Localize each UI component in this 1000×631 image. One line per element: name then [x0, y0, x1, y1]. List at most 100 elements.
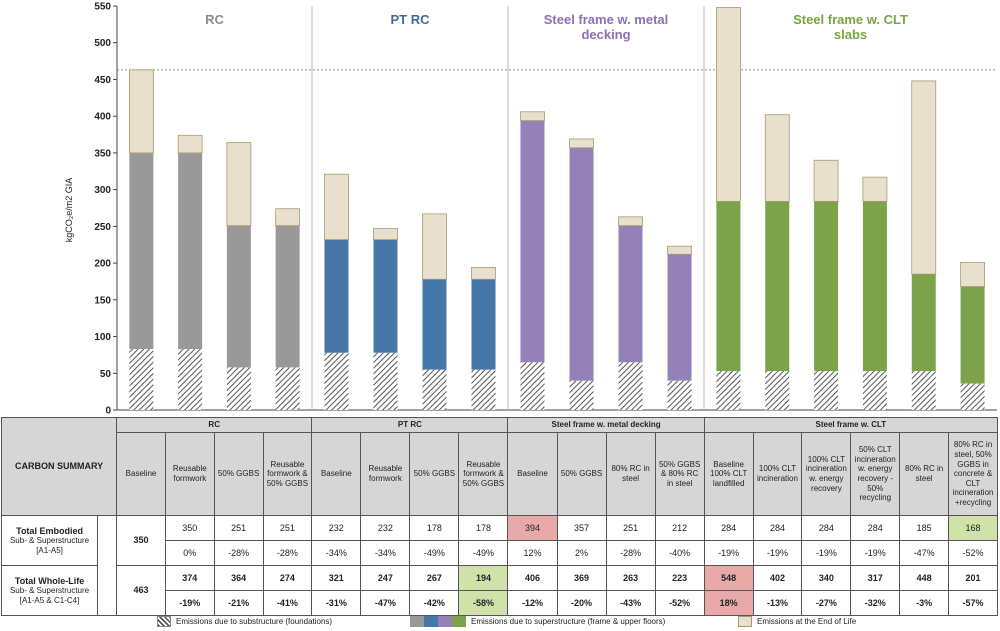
value-cell: 340 [801, 565, 852, 591]
row-title: Total Whole-Life [14, 575, 85, 586]
bar-substructure [275, 367, 300, 410]
bar-superstructure [814, 201, 839, 372]
table-column-header: Reusable formwork [360, 432, 411, 516]
group-title: Steel frame w. metal [544, 12, 669, 27]
percent-cell: -19% [752, 540, 803, 566]
swatch-clt [452, 616, 466, 627]
value-cell: 232 [311, 515, 362, 541]
percent-cell: -52% [948, 540, 998, 566]
table-column-header: Baseline 100% CLT landfilled [703, 432, 754, 516]
legend-item-substructure: Emissions due to substructure (foundatio… [157, 616, 332, 627]
value-cell: 350 [164, 515, 215, 541]
value-cell: 223 [654, 565, 705, 591]
value-cell: 201 [948, 565, 998, 591]
percent-cell: -58% [458, 590, 509, 616]
table-column-header: 100% CLT incineration [752, 432, 803, 516]
table-group-header: RC [116, 417, 313, 433]
table-column-header: Reusable formwork & 50% GGBS [458, 432, 509, 516]
bar-substructure [960, 383, 985, 410]
percent-cell: -12% [507, 590, 558, 616]
y-tick-label: 400 [94, 112, 111, 123]
bar-end-of-life [275, 208, 301, 227]
legend-label: Emissions due to substructure (foundatio… [176, 617, 333, 626]
percent-cell: -34% [311, 540, 362, 566]
bar-superstructure [911, 274, 936, 372]
table-column-header: 80% RC in steel, 50% GGBS in concrete & … [948, 432, 998, 516]
row-subtitle: Sub- & Superstructure [9, 536, 90, 546]
table-column-header: Baseline [311, 432, 362, 516]
row-label-wholelife: Total Whole-Life Sub- & Superstructure [A1… [0, 565, 99, 616]
percent-cell: -47% [899, 540, 950, 566]
bar-substructure [911, 371, 936, 410]
value-cell: 402 [752, 565, 803, 591]
y-tick-label: 550 [94, 2, 111, 13]
percent-cell: -47% [360, 590, 411, 616]
bar-superstructure [667, 254, 692, 381]
percent-cell: -27% [801, 590, 852, 616]
bar-superstructure [471, 279, 496, 370]
legend-label: Emissions due to superstructure (frame &… [471, 617, 666, 626]
bar-substructure [814, 371, 839, 410]
percent-cell: 0% [164, 540, 215, 566]
bar-substructure [716, 371, 741, 410]
value-cell: 406 [507, 565, 558, 591]
y-tick-label: 300 [94, 185, 111, 196]
percent-cell: -40% [654, 540, 705, 566]
value-cell: 274 [262, 565, 313, 591]
bar-end-of-life [569, 138, 594, 149]
bar-superstructure [960, 286, 985, 384]
bar-end-of-life [324, 173, 349, 240]
hatch-swatch [157, 616, 171, 627]
row-stages: [A1-A5 & C1-C4] [19, 595, 80, 605]
table-column-header: 50% CLT incineration w. energy recovery … [850, 432, 901, 516]
percent-cell: -21% [213, 590, 264, 616]
value-cell: 357 [556, 515, 607, 541]
bar-end-of-life [520, 111, 545, 121]
y-tick-label: 450 [94, 75, 111, 86]
bar-superstructure [324, 239, 349, 353]
value-cell: 185 [899, 515, 950, 541]
carbon-summary-table: CARBON SUMMARY RC PT RC Steel frame w. meta… [0, 417, 999, 616]
bar-superstructure [129, 152, 154, 350]
legend-item-superstructure: Emissions due to superstructure (frame &… [410, 616, 665, 627]
table-column-header: 50% GGBS & 80% RC in steel [654, 432, 705, 516]
percent-cell: -28% [262, 540, 313, 566]
row-label-embodied: Total Embodied Sub- & Superstructure [A1-A… [0, 515, 99, 566]
legend: Emissions due to substructure (foundatio… [0, 613, 1000, 631]
value-cell: 463 [116, 565, 166, 616]
eol-swatch [738, 616, 752, 627]
bar-substructure [520, 362, 545, 410]
bar-superstructure [275, 225, 300, 368]
percent-cell: -19% [164, 590, 215, 616]
table-column-header: Baseline [116, 432, 166, 516]
bar-end-of-life [667, 245, 692, 255]
row-title: Total Embodied [16, 525, 83, 536]
value-cell: 251 [605, 515, 656, 541]
percent-cell: -57% [948, 590, 998, 616]
percent-cell: 12% [507, 540, 558, 566]
bar-substructure [373, 352, 398, 410]
value-cell: 448 [899, 565, 950, 591]
group-title: PT RC [391, 12, 431, 27]
bar-superstructure [862, 201, 887, 372]
percent-cell: -20% [556, 590, 607, 616]
value-cell: 212 [654, 515, 705, 541]
value-cell: 178 [458, 515, 509, 541]
value-cell: 232 [360, 515, 411, 541]
percent-cell: -19% [850, 540, 901, 566]
bar-end-of-life [177, 134, 203, 154]
bar-superstructure [765, 201, 790, 372]
percent-cell: -28% [605, 540, 656, 566]
value-cell: 317 [850, 565, 901, 591]
percent-cell: -19% [801, 540, 852, 566]
percent-cell: -49% [458, 540, 509, 566]
table-column-header: Reusable formwork [164, 432, 215, 516]
y-tick-label: 350 [94, 148, 111, 159]
bar-end-of-life [618, 216, 643, 227]
percent-cell: -19% [703, 540, 754, 566]
y-tick-label: 500 [94, 38, 111, 49]
value-cell: 284 [703, 515, 754, 541]
bar-end-of-life [471, 267, 496, 280]
legend-item-end-of-life: Emissions at the End of Life [738, 616, 856, 627]
bar-end-of-life [813, 159, 839, 202]
